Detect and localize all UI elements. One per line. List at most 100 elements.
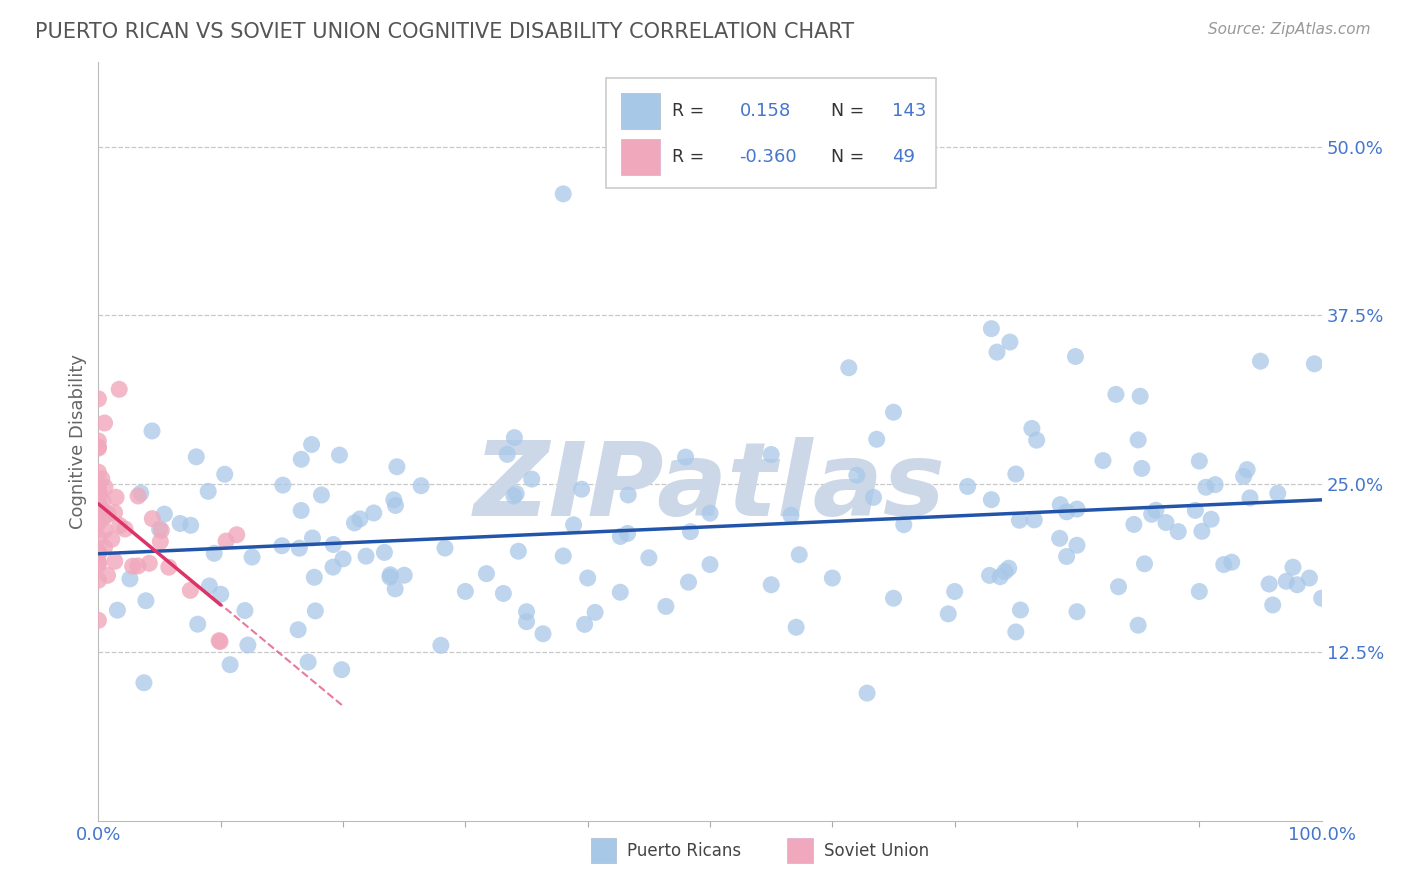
Point: [780, 508, 803, 523]
Point: [1275, 574, 1298, 589]
Point: [149, 522, 172, 536]
Point: [637, 550, 661, 565]
Point: [980, 321, 1002, 335]
Point: [87, 613, 110, 627]
Point: [93, 541, 115, 555]
Point: [127, 558, 149, 573]
Point: [343, 516, 366, 530]
Text: N =: N =: [831, 148, 865, 166]
Point: [553, 186, 575, 201]
Point: [699, 558, 721, 572]
Point: [616, 526, 638, 541]
Text: N =: N =: [831, 102, 865, 120]
Point: [149, 534, 172, 549]
Point: [1310, 591, 1333, 606]
Point: [409, 479, 432, 493]
Point: [574, 617, 596, 632]
Point: [385, 459, 408, 474]
Point: [90, 501, 112, 516]
Point: [108, 382, 131, 396]
Point: [675, 450, 697, 464]
Point: [105, 490, 128, 504]
Point: [87, 496, 110, 510]
Point: [322, 537, 344, 551]
Point: [297, 655, 319, 669]
Point: [104, 554, 127, 568]
Point: [288, 541, 311, 556]
Point: [1064, 350, 1087, 364]
Point: [856, 686, 879, 700]
Point: [531, 626, 554, 640]
Point: [287, 623, 309, 637]
Point: [87, 441, 110, 455]
Point: [332, 552, 354, 566]
Point: [271, 478, 294, 492]
Point: [1267, 486, 1289, 500]
Point: [301, 437, 323, 451]
Point: [1249, 354, 1271, 368]
Point: [1236, 462, 1258, 476]
Point: [761, 448, 783, 462]
Point: [678, 575, 700, 590]
Point: [157, 560, 180, 574]
Point: [1184, 503, 1206, 517]
Point: [883, 591, 905, 606]
Text: R =: R =: [672, 148, 704, 166]
Point: [290, 452, 312, 467]
Point: [1008, 513, 1031, 527]
Text: 143: 143: [893, 102, 927, 120]
Point: [988, 570, 1011, 584]
Point: [87, 544, 110, 558]
Point: [150, 524, 173, 538]
Point: [520, 472, 543, 486]
Point: [87, 516, 110, 530]
Point: [583, 606, 606, 620]
Point: [87, 486, 110, 500]
Point: [121, 559, 143, 574]
Point: [87, 558, 110, 572]
Point: [1303, 357, 1326, 371]
Text: R =: R =: [672, 102, 704, 120]
Point: [1233, 469, 1256, 483]
Point: [505, 486, 527, 500]
Point: [998, 334, 1021, 349]
Point: [373, 545, 395, 559]
Point: [1010, 603, 1032, 617]
Point: [787, 548, 810, 562]
Point: [1144, 503, 1167, 517]
Point: [186, 450, 208, 464]
Point: [1140, 508, 1163, 522]
Point: [679, 524, 702, 539]
Point: [433, 541, 456, 555]
Bar: [620, 139, 659, 176]
Text: 0.158: 0.158: [740, 102, 790, 120]
Text: Puerto Ricans: Puerto Ricans: [627, 842, 741, 860]
Point: [997, 561, 1019, 575]
Point: [1004, 467, 1026, 481]
Point: [1188, 584, 1211, 599]
Point: [1129, 389, 1152, 403]
Point: [290, 503, 312, 517]
Point: [108, 518, 131, 533]
Point: [187, 617, 209, 632]
Text: 49: 49: [893, 148, 915, 166]
Point: [1154, 516, 1177, 530]
Point: [862, 491, 884, 505]
Text: PUERTO RICAN VS SOVIET UNION COGNITIVE DISABILITY CORRELATION CHART: PUERTO RICAN VS SOVIET UNION COGNITIVE D…: [35, 22, 855, 42]
Point: [87, 574, 110, 588]
Point: [118, 572, 141, 586]
Point: [943, 584, 966, 599]
Text: -0.360: -0.360: [740, 148, 797, 166]
Point: [821, 571, 844, 585]
Point: [87, 531, 110, 545]
Point: [1195, 480, 1218, 494]
Point: [141, 511, 163, 525]
Point: [1066, 502, 1088, 516]
Point: [114, 522, 136, 536]
Point: [197, 484, 219, 499]
Point: [576, 571, 599, 585]
Point: [609, 585, 631, 599]
Point: [90, 472, 112, 486]
Point: [980, 492, 1002, 507]
Point: [1188, 454, 1211, 468]
